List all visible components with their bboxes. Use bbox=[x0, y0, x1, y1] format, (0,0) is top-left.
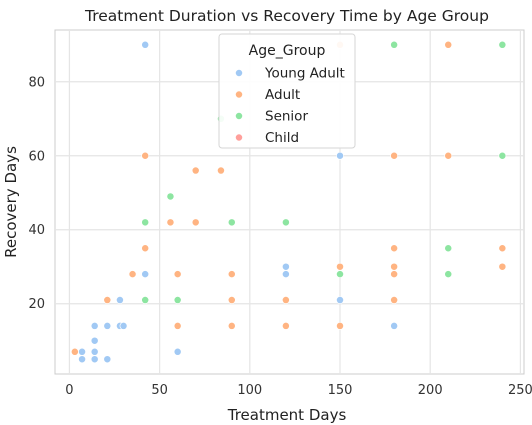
data-point bbox=[78, 355, 87, 364]
data-point bbox=[191, 166, 200, 175]
y-tick-labels: 20 40 60 80 bbox=[28, 75, 45, 312]
data-point bbox=[336, 321, 344, 330]
data-point bbox=[103, 321, 112, 330]
data-point bbox=[281, 262, 290, 271]
legend-marker bbox=[235, 133, 243, 142]
data-point bbox=[141, 151, 150, 160]
data-point bbox=[390, 296, 399, 304]
legend-items: Young Adult Adult Senior Child bbox=[235, 66, 345, 146]
data-point bbox=[78, 347, 87, 356]
data-point bbox=[141, 40, 150, 49]
data-point bbox=[166, 218, 175, 227]
x-tick-label: 50 bbox=[151, 383, 168, 398]
legend-label: Child bbox=[265, 130, 299, 146]
y-tick-label: 80 bbox=[28, 75, 45, 90]
x-tick-label: 150 bbox=[328, 383, 353, 398]
x-tick-label: 250 bbox=[508, 383, 532, 398]
data-point bbox=[90, 347, 99, 356]
legend-label: Senior bbox=[265, 109, 308, 125]
legend-marker bbox=[235, 112, 243, 120]
data-point bbox=[70, 347, 79, 356]
data-point bbox=[444, 244, 453, 253]
data-point bbox=[227, 296, 236, 304]
data-point bbox=[173, 296, 182, 304]
data-point bbox=[390, 151, 399, 160]
data-point bbox=[90, 355, 99, 364]
data-point bbox=[390, 262, 399, 271]
legend-marker bbox=[235, 69, 243, 77]
data-point bbox=[390, 321, 399, 330]
data-point bbox=[498, 244, 507, 253]
data-point bbox=[498, 262, 507, 271]
data-point bbox=[119, 321, 128, 330]
y-tick-label: 40 bbox=[28, 223, 45, 238]
data-point bbox=[281, 218, 290, 227]
data-point bbox=[281, 296, 290, 304]
data-point bbox=[390, 244, 399, 253]
y-tick-label: 20 bbox=[28, 297, 45, 312]
legend-title: Age_Group bbox=[249, 43, 326, 59]
data-point bbox=[173, 321, 182, 330]
x-tick-label: 200 bbox=[418, 383, 443, 398]
data-point bbox=[90, 336, 99, 345]
data-point bbox=[141, 218, 150, 227]
data-point bbox=[444, 270, 453, 279]
data-point bbox=[128, 270, 137, 279]
data-point bbox=[390, 40, 399, 49]
data-point bbox=[444, 151, 453, 160]
x-tick-labels: 0 50 100 150 200 250 bbox=[65, 383, 532, 398]
legend-marker bbox=[235, 90, 243, 99]
data-point bbox=[390, 270, 399, 279]
data-point bbox=[336, 270, 344, 279]
data-point bbox=[227, 218, 236, 227]
data-point bbox=[103, 296, 112, 304]
data-point bbox=[498, 40, 507, 49]
data-point bbox=[281, 270, 290, 279]
data-point bbox=[141, 270, 150, 279]
data-point bbox=[336, 262, 344, 271]
data-point bbox=[115, 296, 124, 304]
y-axis-title: Recovery Days bbox=[2, 146, 20, 258]
data-point bbox=[173, 270, 182, 279]
y-tick-label: 60 bbox=[28, 149, 45, 164]
data-point bbox=[103, 355, 112, 364]
data-point bbox=[444, 40, 453, 49]
data-points bbox=[70, 40, 507, 364]
data-point bbox=[141, 296, 150, 304]
data-point bbox=[217, 166, 225, 175]
data-point bbox=[191, 218, 200, 227]
data-point bbox=[336, 296, 344, 304]
data-point bbox=[498, 151, 507, 160]
legend: Age_Group Young Adult Adult Senior Child bbox=[218, 33, 356, 149]
data-point bbox=[336, 151, 344, 160]
data-point bbox=[227, 321, 236, 330]
legend-label: Adult bbox=[265, 87, 300, 103]
data-point bbox=[166, 192, 175, 201]
data-point bbox=[173, 347, 182, 356]
data-point bbox=[141, 244, 150, 253]
x-tick-label: 0 bbox=[65, 383, 73, 398]
chart-title: Treatment Duration vs Recovery Time by A… bbox=[84, 7, 489, 25]
legend-label: Young Adult bbox=[264, 66, 345, 82]
legend-box bbox=[218, 33, 356, 149]
x-axis-title: Treatment Days bbox=[227, 406, 347, 424]
data-point bbox=[90, 321, 99, 330]
data-point bbox=[281, 321, 290, 330]
x-tick-label: 100 bbox=[237, 383, 262, 398]
data-point bbox=[227, 270, 236, 279]
